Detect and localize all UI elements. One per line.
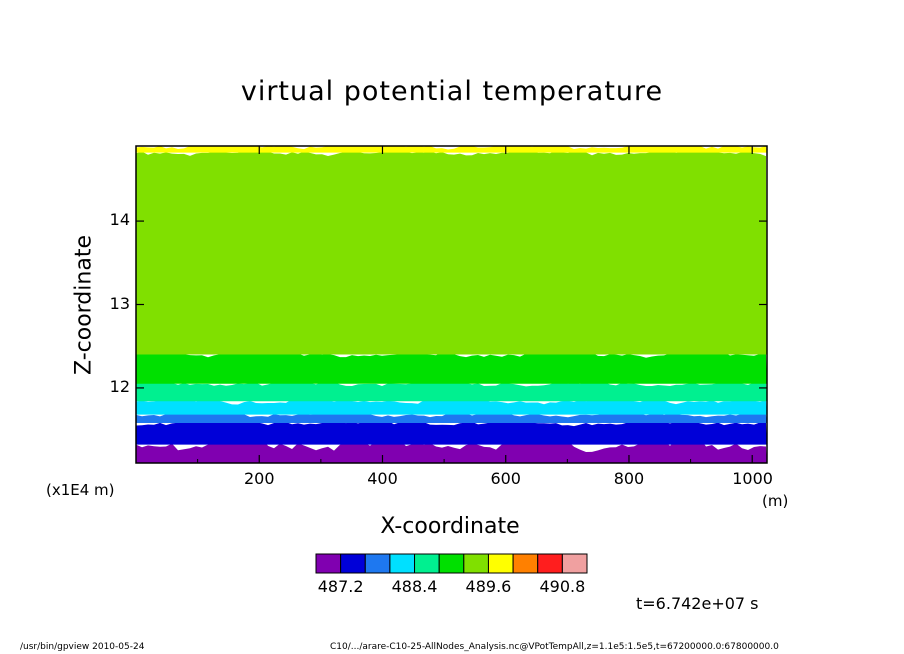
colorbar-swatch: [414, 553, 440, 574]
colorbar-swatch: [315, 553, 342, 574]
x-axis-label: X-coordinate: [380, 514, 520, 539]
colorbar-label: 488.4: [391, 577, 438, 596]
colorbar-swatch: [463, 553, 489, 574]
time-label: t=6.742e+07 s: [636, 594, 759, 613]
contour-band: [136, 351, 767, 384]
footer-right: C10/.../arare-C10-25-AllNodes_Analysis.n…: [330, 642, 779, 652]
colorbar: [315, 553, 588, 574]
x-tick-label: 200: [243, 469, 275, 488]
y-scale-label: (x1E4 m): [46, 481, 115, 499]
contour-band: [136, 420, 767, 445]
colorbar-swatch: [561, 553, 588, 574]
contour-band: [136, 146, 767, 153]
y-axis-label: Z-coordinate: [71, 235, 97, 375]
colorbar-swatch: [487, 553, 514, 574]
x-tick-label: 400: [367, 469, 398, 488]
colorbar-swatch: [512, 553, 539, 574]
x-tick-label: 600: [490, 469, 521, 488]
colorbar-swatch: [340, 553, 366, 574]
contour-band: [136, 149, 767, 355]
contour-band: [136, 380, 767, 402]
contour-fill: [136, 146, 767, 463]
contour-band: [136, 397, 767, 415]
contour-band: [136, 436, 767, 463]
footer-left: /usr/bin/gpview 2010-05-24: [20, 642, 145, 652]
x-tick-label: 1000: [732, 469, 773, 488]
colorbar-label: 487.2: [317, 577, 364, 596]
axis-ticks: [136, 146, 767, 463]
y-tick-label: 12: [109, 376, 130, 396]
y-tick-label: 13: [109, 293, 130, 313]
colorbar-swatch: [389, 553, 416, 574]
x-unit-label: (m): [762, 492, 789, 510]
colorbar-label: 490.8: [539, 577, 586, 596]
y-tick-label: 14: [109, 210, 130, 230]
colorbar-swatch: [438, 553, 465, 574]
x-tick-label: 800: [613, 469, 645, 488]
chart-title: virtual potential temperature: [240, 76, 664, 107]
colorbar-swatch: [537, 553, 563, 574]
colorbar-swatch: [364, 553, 391, 574]
colorbar-label: 489.6: [465, 577, 512, 596]
